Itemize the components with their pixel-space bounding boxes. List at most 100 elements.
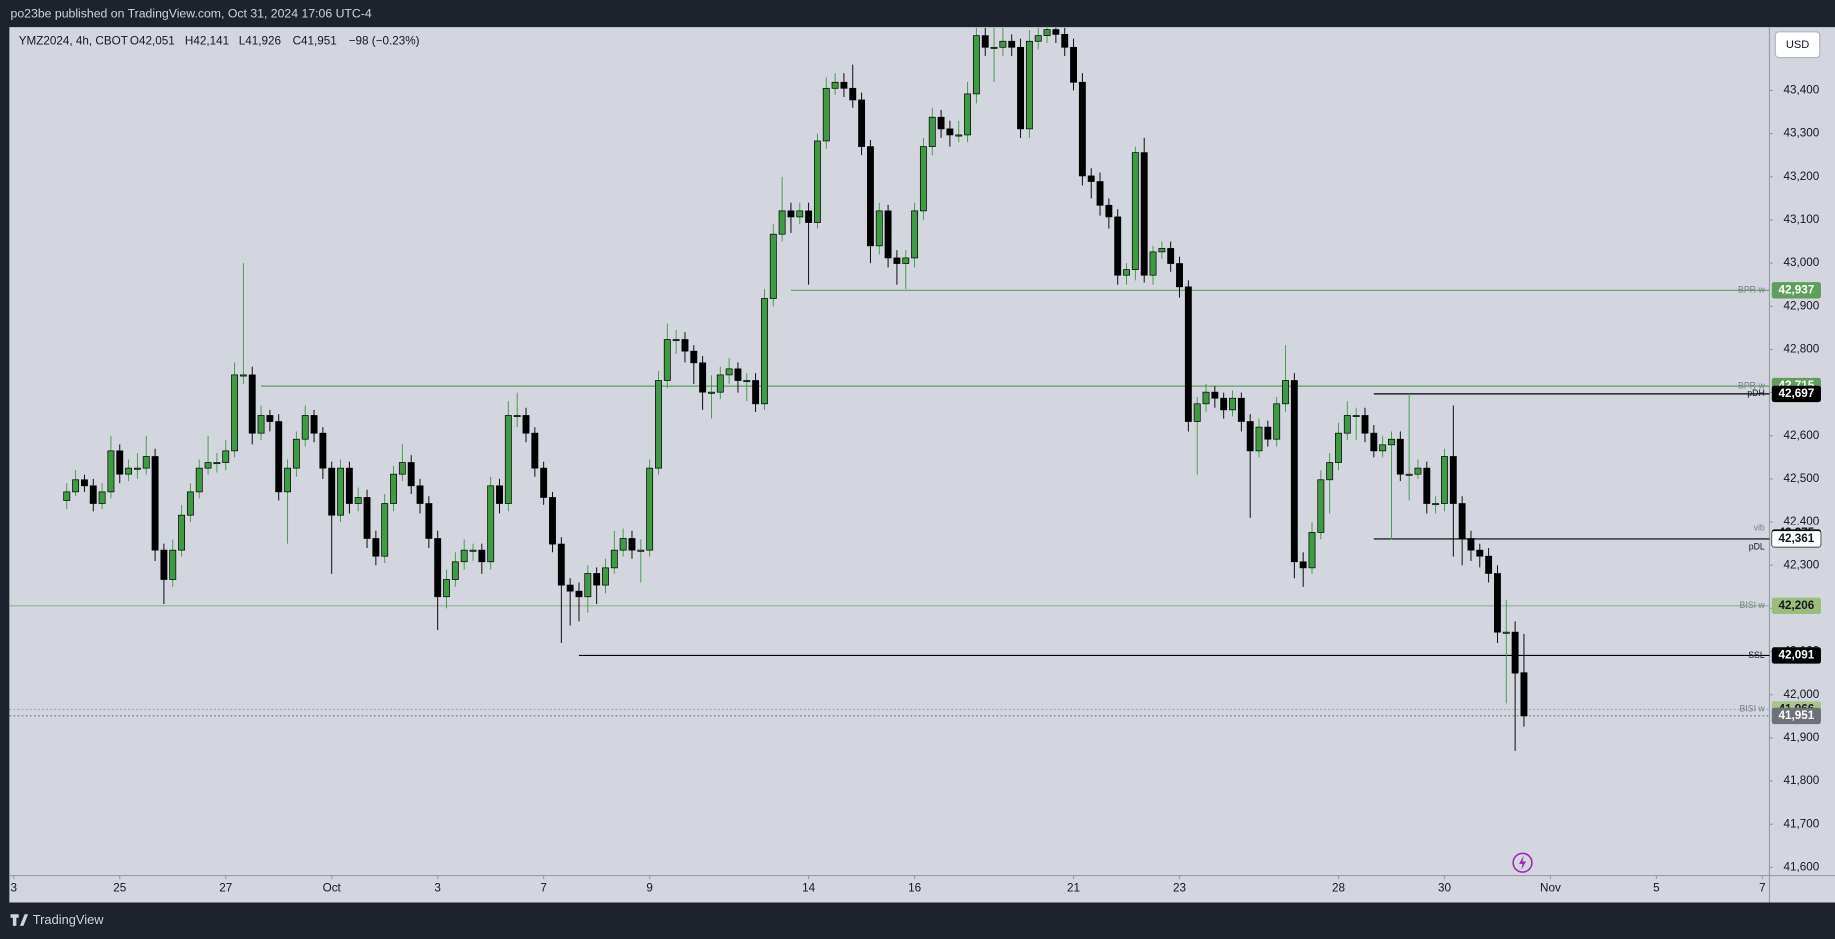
y-tick-label: 41,800 <box>1784 774 1820 787</box>
candle-body <box>504 415 512 504</box>
candle-body <box>540 467 548 498</box>
currency-button[interactable] <box>1774 31 1821 59</box>
candle-body <box>443 579 450 598</box>
candle-body <box>937 116 945 130</box>
candle-body <box>125 467 133 475</box>
candle-body <box>831 81 839 89</box>
x-tick-label: Nov <box>1540 882 1561 895</box>
candle-body <box>513 415 521 417</box>
candle-body <box>1441 456 1448 504</box>
candle-body <box>72 479 80 493</box>
candle-body <box>1202 391 1210 405</box>
candle-body <box>1193 403 1201 422</box>
candle-body <box>363 497 371 539</box>
event-icon[interactable] <box>1512 852 1533 873</box>
candle-body <box>213 462 221 465</box>
price-tag <box>1771 282 1821 299</box>
candle-body <box>990 46 998 49</box>
candle-body <box>133 467 141 470</box>
level-label: BPR w <box>1738 380 1765 390</box>
candle-body <box>964 93 972 136</box>
candle-body <box>275 421 283 493</box>
brand-logo <box>10 914 29 926</box>
candle-body <box>805 210 813 223</box>
x-tick-label: 5 <box>1653 882 1660 895</box>
x-tick-label: 7 <box>540 882 547 895</box>
level-label: SSL <box>1748 650 1765 660</box>
event-icon-bolt <box>1519 855 1527 870</box>
candle-body <box>337 467 344 516</box>
candle-body <box>1184 286 1192 422</box>
candle-body <box>478 549 486 563</box>
candle-body <box>1432 503 1440 506</box>
candle-body <box>981 35 989 48</box>
candle-body <box>381 503 389 557</box>
publisher-text: po23be published on TradingView.com, Oct… <box>11 7 372 21</box>
candle-body <box>496 485 503 504</box>
candle-body <box>372 538 380 557</box>
candle-body <box>319 432 327 469</box>
price-tag-label: 42,697 <box>1779 387 1815 400</box>
candle-body <box>655 380 662 469</box>
candle-body <box>1502 631 1510 634</box>
brand-name: TradingView <box>33 912 104 927</box>
candle-body <box>734 368 742 381</box>
candle-body <box>1343 415 1351 434</box>
candle-body <box>928 116 936 147</box>
candle-body <box>1078 81 1086 177</box>
candle-body <box>1237 397 1245 422</box>
candle-body <box>1361 415 1369 434</box>
candle-body <box>787 210 795 218</box>
candle-body <box>566 584 574 592</box>
candle-body <box>999 40 1007 48</box>
candle-body <box>1352 415 1360 417</box>
candle-body <box>469 549 477 552</box>
y-tick-label: 42,800 <box>1784 343 1820 356</box>
candle-body <box>222 450 230 463</box>
candle-body <box>1034 35 1042 42</box>
candle-body <box>284 467 291 493</box>
candle-body <box>531 432 539 469</box>
candle-body <box>866 146 874 247</box>
price-tag-label: 42,361 <box>1779 532 1815 545</box>
candle-body <box>902 257 910 264</box>
y-tick-label: 43,400 <box>1784 84 1820 97</box>
candle-body <box>884 210 892 259</box>
candle-body <box>761 298 768 405</box>
price-tag-label: 41,951 <box>1779 709 1815 722</box>
candle-body <box>1140 152 1148 276</box>
price-change: −98 (−0.23%) <box>349 34 420 47</box>
candle-body <box>822 87 830 142</box>
candle-body <box>301 415 309 440</box>
candle-body <box>919 146 927 212</box>
candle-body <box>1220 397 1228 411</box>
candle-body <box>1485 555 1493 574</box>
candle-body <box>1105 204 1113 218</box>
candle-body <box>813 140 821 223</box>
candle-body <box>549 497 556 545</box>
candle-body <box>328 467 336 516</box>
y-tick-label: 42,000 <box>1784 688 1820 701</box>
candle-body <box>1211 391 1219 399</box>
candle-body <box>1449 456 1457 504</box>
candle-body <box>89 485 97 504</box>
candle-body <box>98 491 106 504</box>
candle-body <box>1052 29 1060 35</box>
candle-body <box>425 503 433 539</box>
candle-body <box>584 573 592 598</box>
ohlc-low: L41,926 <box>239 34 281 47</box>
candle-body <box>769 233 777 299</box>
candle-body <box>345 467 353 504</box>
x-tick-label: Oct <box>323 882 342 895</box>
y-tick-label: 41,600 <box>1784 860 1820 873</box>
level-label: BISI w <box>1739 704 1765 714</box>
candle-body <box>116 450 124 475</box>
candle-body <box>451 561 459 580</box>
y-tick-label: 43,000 <box>1784 256 1820 269</box>
candle-body <box>460 549 468 563</box>
y-tick-label: 42,900 <box>1784 299 1820 312</box>
ohlc-open: O42,051 <box>130 34 175 47</box>
candle-body <box>1176 263 1183 288</box>
candle-body <box>239 374 247 377</box>
